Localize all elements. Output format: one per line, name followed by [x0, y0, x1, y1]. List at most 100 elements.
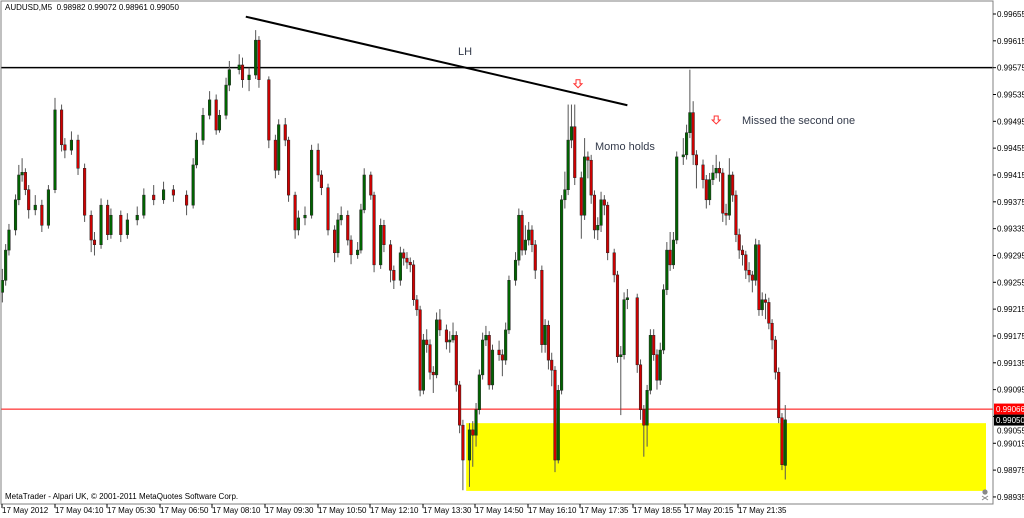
candle-body-bear [487, 335, 491, 386]
candle [125, 213, 129, 239]
candle [497, 340, 501, 361]
time-tick-label: 17 May 20:15 [685, 506, 734, 515]
candle [240, 57, 245, 88]
candle-body-bull [46, 189, 50, 226]
candle-body-bear [431, 371, 435, 376]
candle [471, 421, 475, 467]
candle [402, 248, 406, 266]
candle [418, 305, 422, 397]
candle-body-bull [583, 156, 587, 216]
chart-frame [0, 0, 994, 505]
candle-body-bear [185, 194, 189, 206]
candle [310, 144, 314, 219]
candle [513, 252, 518, 286]
candle [767, 297, 771, 330]
candle-body-bull [398, 252, 402, 281]
candle-body-bull [523, 239, 527, 251]
candle [731, 171, 735, 202]
candle-body-bull [435, 319, 439, 376]
candle-body-bear [402, 252, 406, 259]
candle-body-bull [421, 339, 425, 391]
candle-body-bear [23, 172, 27, 190]
price-axis[interactable]: 0.99655 0.99615 0.99575 0.99535 0.99495 0.994… [1, 10, 1024, 508]
candle [546, 320, 550, 370]
candle-body-bull [191, 164, 195, 206]
candle-body-bear [638, 364, 643, 410]
price-tick-label: 0.99255 [997, 278, 1024, 287]
candle [339, 206, 343, 226]
candle-body-bull [99, 204, 103, 245]
candle-body-bear [592, 194, 597, 231]
candle [612, 248, 616, 283]
candle-body-bull [254, 39, 258, 76]
candle-body-bear [458, 384, 462, 426]
candle-body-bear [408, 261, 412, 266]
candle [425, 329, 429, 353]
candle [135, 206, 139, 226]
candle-body-bear [326, 187, 330, 231]
candle-body-bull [303, 214, 307, 219]
candle-body-bull [622, 299, 626, 355]
candle-body-bear [635, 297, 639, 366]
candle [655, 349, 659, 390]
candle [665, 242, 669, 296]
candle-body-bear [773, 339, 777, 373]
candle [273, 134, 277, 179]
candle-body-bear [388, 244, 393, 271]
candle [408, 257, 412, 273]
candle [119, 210, 123, 243]
candle-body-bear [214, 99, 218, 131]
candle-body-bear [777, 371, 781, 419]
candle [254, 30, 258, 80]
candle-body-bear [267, 79, 271, 141]
candle [201, 107, 205, 145]
candle [247, 67, 251, 92]
candle-body-bear [287, 139, 291, 196]
trendline [245, 15, 628, 107]
candle [500, 349, 504, 377]
candle [444, 324, 448, 350]
candle-body-bear [533, 244, 537, 271]
candle-body-bull [277, 124, 281, 171]
candle-body-bull [569, 126, 573, 141]
candle [227, 60, 231, 92]
candle [688, 69, 692, 139]
time-tick-label: 17 May 10:50 [318, 506, 367, 515]
time-tick-label: 17 May 16:10 [528, 506, 577, 515]
candle [162, 181, 166, 204]
candle [615, 270, 620, 363]
candle [208, 91, 212, 120]
candle [507, 275, 511, 334]
price-tick-label: 0.99335 [997, 225, 1024, 234]
candle [721, 168, 725, 222]
candle-body-bear [444, 329, 448, 343]
candle [454, 331, 458, 392]
candle-body-bear [763, 299, 768, 303]
candle [287, 136, 291, 202]
candle-body-bull [563, 189, 567, 201]
candle-body-bull [4, 249, 8, 281]
sell-arrow-icon [710, 115, 722, 125]
candle [405, 252, 409, 269]
candle-body-bull [708, 179, 712, 201]
candle [40, 199, 44, 232]
price-tick-label: 0.98935 [997, 493, 1024, 502]
candle-body-bear [606, 204, 610, 254]
candle [89, 210, 93, 253]
candle-body-bull [201, 115, 205, 141]
candle [550, 352, 554, 387]
price-tick-label: 0.99575 [997, 64, 1024, 73]
candle-body-bull [658, 349, 662, 381]
candle-body-bull [783, 419, 787, 466]
time-tick-label: 17 May 12:10 [370, 506, 419, 515]
candle-body-bear [412, 264, 416, 300]
candle-body-bull [507, 280, 511, 331]
candle-body-bear [349, 239, 353, 256]
candle-body-bull [648, 335, 652, 391]
candle-body-bear [520, 214, 524, 251]
candle-body-bear [106, 204, 110, 235]
candle-body-bull [356, 249, 360, 256]
candle [517, 208, 521, 266]
candle [142, 188, 146, 219]
